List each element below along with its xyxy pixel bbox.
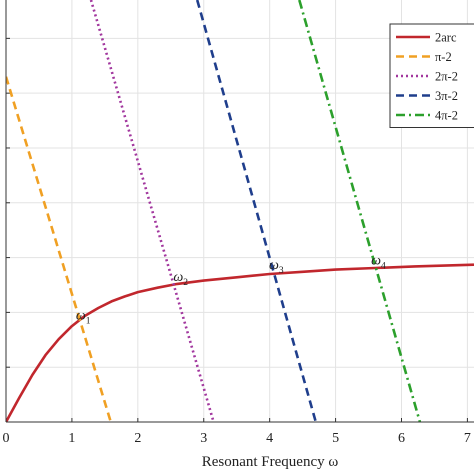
y-ticks [6,37,10,368]
legend-label: 2arc [435,31,457,45]
x-tick-label: 1 [68,431,75,446]
annotation-omega-2: ω2 [173,270,188,288]
x-tick-label: 6 [398,431,405,446]
legend-label: π-2 [435,50,452,64]
legend-label: 3π-2 [435,89,458,103]
x-tick-label: 2 [134,431,141,446]
legend-box [389,23,474,128]
annotation-omega-1: ω1 [76,308,91,326]
annotation-omega-3: ω3 [269,258,284,276]
x-tick-label: 3 [200,431,207,446]
x-tick-label: 5 [332,431,339,446]
x-tick-label: 7 [464,431,471,446]
legend-label: 2π-2 [435,70,458,84]
annotations: ω1 ω2 ω3 ω4 [76,254,386,327]
x-axis-label: Resonant Frequency ω [202,454,339,470]
legend-label: 4π-2 [435,109,458,123]
series-line-5 [298,0,422,422]
series-line-4 [195,0,318,422]
x-tick-label: 4 [266,431,273,446]
series-group [6,0,474,422]
legend: 2arc π-2 2π-2 3π-2 4π-2 [389,23,474,128]
x-ticks: 0 1 2 3 4 5 6 7 [3,418,471,446]
x-tick-label: 0 [3,431,10,446]
grid [6,0,474,422]
series-line-3 [89,0,215,422]
series-line-2 [6,76,113,422]
series-line-1 [6,263,474,422]
annotation-omega-4: ω4 [371,254,386,272]
